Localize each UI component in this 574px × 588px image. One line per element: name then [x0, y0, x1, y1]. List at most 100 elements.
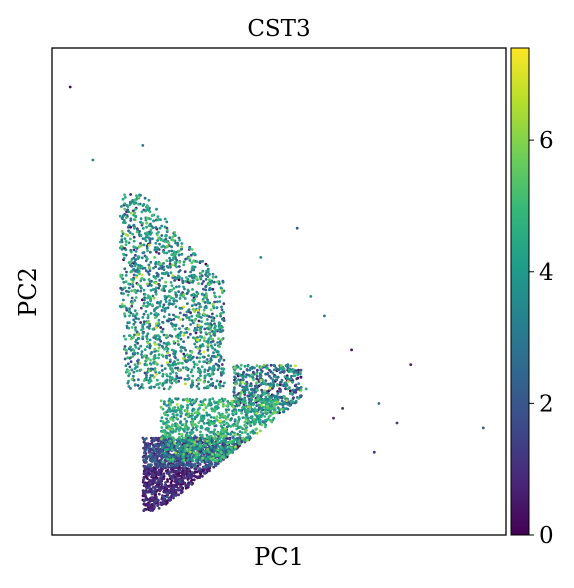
data-point	[170, 288, 174, 292]
data-point	[341, 407, 344, 410]
data-point	[193, 474, 197, 478]
data-point	[162, 303, 166, 307]
data-point	[167, 241, 171, 245]
data-point	[129, 250, 133, 254]
data-point	[181, 361, 184, 365]
data-point	[201, 445, 205, 449]
data-point	[168, 236, 172, 240]
data-point	[157, 386, 161, 390]
data-point	[189, 444, 193, 448]
data-point	[196, 447, 200, 451]
data-point	[244, 401, 248, 405]
data-point	[162, 387, 166, 391]
data-point	[141, 298, 144, 302]
data-point	[162, 251, 166, 255]
data-point	[188, 274, 191, 278]
data-point	[181, 324, 185, 328]
data-point	[201, 436, 205, 440]
data-point	[180, 242, 184, 245]
data-point	[233, 442, 237, 446]
data-point	[146, 341, 150, 345]
data-point	[170, 284, 174, 287]
data-point	[147, 303, 151, 306]
data-point	[199, 305, 203, 309]
data-point	[157, 286, 161, 290]
data-point	[130, 257, 134, 261]
data-point	[259, 371, 263, 375]
data-point	[220, 428, 224, 432]
data-point	[123, 286, 127, 290]
data-point	[170, 428, 174, 431]
data-point	[169, 295, 172, 299]
data-point	[133, 320, 137, 324]
data-point	[177, 249, 181, 253]
data-point	[254, 418, 258, 421]
data-point	[204, 322, 207, 326]
data-point	[274, 378, 278, 382]
data-point	[409, 363, 413, 366]
data-point	[222, 302, 226, 306]
data-point	[183, 297, 187, 300]
data-point	[186, 434, 190, 437]
data-point	[167, 406, 171, 410]
data-point	[127, 290, 131, 294]
data-point	[153, 448, 157, 452]
data-point	[137, 378, 140, 382]
data-point	[157, 492, 161, 496]
data-point	[155, 207, 158, 211]
data-point	[153, 334, 157, 338]
data-point	[235, 427, 239, 431]
data-point	[216, 432, 220, 436]
data-point	[125, 214, 129, 217]
data-point	[173, 231, 177, 234]
data-point	[132, 224, 135, 228]
data-point	[200, 320, 204, 323]
data-point	[165, 492, 169, 495]
data-point	[142, 477, 146, 480]
data-point	[180, 245, 184, 249]
data-point	[255, 364, 259, 368]
data-point	[237, 436, 241, 440]
data-point	[144, 239, 148, 243]
data-point	[171, 423, 175, 427]
data-point	[154, 488, 157, 492]
data-point	[160, 353, 164, 357]
data-point	[209, 421, 213, 425]
data-point	[260, 423, 264, 427]
data-point	[279, 364, 283, 367]
data-point	[202, 280, 205, 283]
data-point	[202, 449, 206, 453]
data-point	[138, 272, 141, 276]
data-point	[225, 410, 229, 414]
data-point	[135, 369, 139, 373]
data-point	[144, 269, 148, 273]
data-point	[201, 400, 205, 404]
data-point	[185, 327, 188, 331]
data-point	[174, 315, 178, 318]
data-point	[189, 450, 192, 454]
data-point	[164, 481, 167, 484]
data-point	[141, 204, 145, 208]
data-point	[292, 368, 295, 371]
data-point	[154, 226, 158, 230]
data-point	[138, 245, 141, 249]
data-point	[159, 464, 163, 468]
data-point	[264, 383, 268, 386]
data-point	[160, 276, 164, 280]
data-point	[173, 355, 177, 358]
data-point	[141, 331, 145, 335]
data-point	[278, 390, 282, 393]
data-point	[205, 306, 208, 309]
data-point	[243, 391, 247, 395]
data-point	[141, 144, 145, 147]
data-point	[280, 378, 284, 382]
data-point	[141, 480, 145, 484]
data-point	[237, 439, 241, 442]
data-point	[270, 420, 274, 424]
data-point	[267, 402, 271, 406]
data-point	[206, 345, 210, 349]
data-point	[132, 370, 136, 374]
data-point	[174, 241, 178, 245]
data-point	[234, 397, 238, 401]
data-point	[151, 446, 155, 450]
